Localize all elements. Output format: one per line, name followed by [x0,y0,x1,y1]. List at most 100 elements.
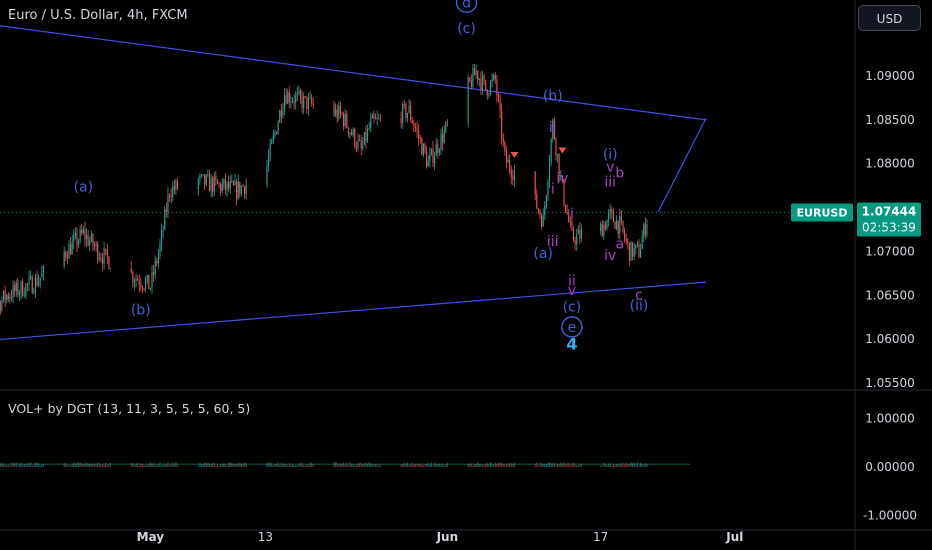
volume-bar [0,463,1,467]
candle-body [170,195,172,198]
volume-bar [293,465,295,467]
candle-body [1,299,3,311]
volume-bar [208,463,211,467]
candle-body [130,268,132,273]
candle-body [31,276,33,294]
volume-bar [437,463,439,467]
volume-bar [475,464,477,467]
candle-body [237,181,239,199]
price-tag-bg [857,202,921,237]
trendlines[interactable] [0,19,707,344]
volume-bar [145,465,147,467]
volume-bar [77,462,80,467]
volume-bar [216,463,219,467]
candle-body [411,119,413,124]
volume-bar [502,464,504,467]
candle-body [30,276,32,278]
volume-bar [34,462,36,467]
candle-body [173,186,175,190]
volume-bar [20,462,22,467]
volume-bar [200,464,203,467]
volume-bar [347,465,349,467]
indicator-title[interactable]: VOL+ by DGT (13, 11, 3, 5, 5, 5, 60, 5) [8,401,251,416]
volume-bar [379,463,381,467]
volume-bar [477,462,479,467]
candle-body [12,285,14,299]
price-tick-label: 1.08000 [865,157,915,171]
candle-body [343,114,345,126]
volume-bar [443,465,445,467]
candle-body [212,178,214,192]
volume-bar [536,462,538,467]
volume-tick-label: -1.00000 [863,509,917,523]
volume-bar [504,464,506,467]
volume-bar [30,462,32,467]
volume-bar [173,464,175,467]
candle-body [71,241,73,255]
candle-body [151,271,153,289]
candle-body [38,281,40,286]
volume-bar [374,464,377,467]
candle-body [208,174,211,192]
candle-body [580,230,583,239]
candle-body [480,78,482,90]
volume-bar [210,464,212,467]
volume-bar [489,462,492,467]
candle-body [159,243,161,254]
volume-bar [137,462,139,467]
candle-body [617,220,619,234]
wave-label: iv [604,248,616,264]
volume-bar [403,462,405,467]
volume-bar [106,464,108,467]
candle-body [312,103,314,105]
candle-body [571,222,573,230]
candle-body [133,281,135,283]
volume-bar [537,465,539,467]
candle-body [336,109,338,119]
candle-body [638,244,640,258]
candle-body [293,100,295,103]
candle-body [70,244,72,255]
candle-body [347,127,349,134]
volume-bar [505,463,508,467]
volume-bar [408,465,410,467]
candle-body [504,142,506,152]
volume-bar [493,464,495,467]
wave-circle [561,316,583,338]
candle-body [549,162,551,182]
price-tick-label: 1.06000 [865,332,915,346]
volume-bar [205,463,207,467]
candle-body [359,139,361,141]
volume-bar [617,464,619,467]
volume-bar [84,463,86,467]
volume-bar [269,463,271,467]
volume-bar [159,462,161,467]
candle-body [568,213,570,222]
candle-body [486,89,488,96]
volume-bar [266,463,268,467]
volume-bar [628,463,630,467]
candle-body [478,78,480,81]
candle-body [28,277,30,285]
volume-bar [291,463,294,467]
volume-bar [641,464,643,467]
volume-bar [542,463,544,467]
volume-bar [271,462,273,467]
volume-bar [89,463,91,467]
volume-bar [497,462,500,467]
candle-body [550,139,552,163]
currency-button[interactable]: USD [858,5,921,31]
volume-bar [240,464,242,467]
candle-body [0,302,1,311]
volume-bar [368,462,370,467]
candle-body [472,68,474,87]
volume-bar [6,464,8,467]
volume-bar [312,463,314,467]
candle-body [274,132,276,136]
candle-body [563,181,565,205]
candle-body [306,96,308,110]
candle-body [556,154,559,156]
volume-bar [14,463,16,467]
volume-bar [346,462,348,467]
